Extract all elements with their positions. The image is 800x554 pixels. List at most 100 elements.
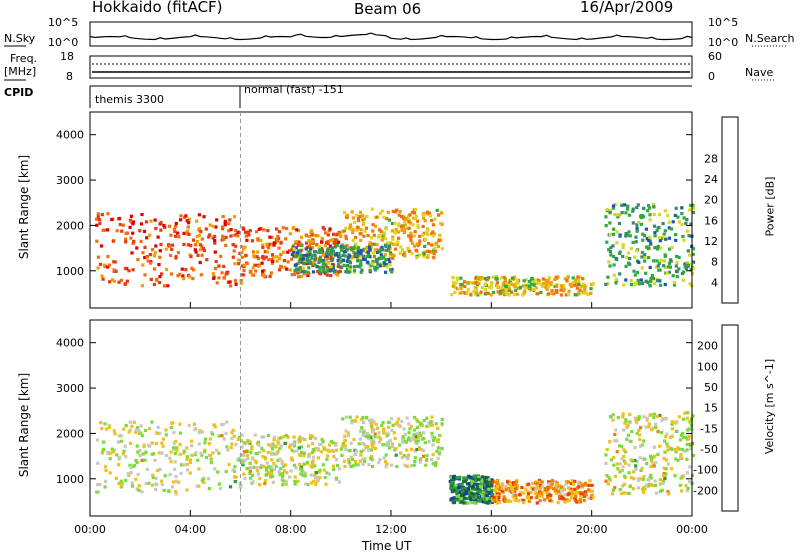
- power-cell: [345, 215, 349, 219]
- power-cell: [474, 292, 478, 296]
- power-cell: [307, 234, 312, 239]
- velocity-cell: [245, 454, 250, 458]
- power-cell: [434, 249, 438, 253]
- velocity-cell: [459, 497, 463, 501]
- power-cell: [296, 243, 300, 247]
- velocity-cell: [649, 476, 653, 480]
- power-colorbar-tick: 4: [711, 276, 718, 289]
- velocity-cell: [485, 482, 489, 486]
- power-cell: [200, 237, 204, 241]
- power-cell: [211, 272, 215, 276]
- power-cell: [506, 293, 511, 297]
- power-cell: [186, 243, 190, 247]
- velocity-cell: [211, 432, 215, 436]
- velocity-cell: [321, 440, 325, 444]
- noise-tick-right-top: 10^5: [708, 16, 739, 29]
- velocity-cell: [132, 464, 137, 468]
- velocity-cell: [621, 465, 625, 469]
- velocity-cell: [298, 467, 303, 471]
- power-cell: [501, 291, 505, 295]
- velocity-cell: [217, 451, 221, 455]
- power-cell: [535, 278, 539, 282]
- velocity-ytick-label: 4000: [56, 337, 84, 350]
- power-cell: [387, 249, 391, 253]
- power-cell: [380, 256, 384, 260]
- power-cell: [252, 254, 256, 258]
- velocity-cell: [384, 460, 388, 464]
- velocity-cell: [658, 489, 662, 493]
- velocity-cell: [293, 482, 297, 486]
- power-cell: [394, 228, 398, 232]
- velocity-cell: [200, 479, 204, 483]
- power-cell: [127, 269, 131, 273]
- velocity-cell: [554, 488, 558, 492]
- power-cell: [130, 251, 134, 255]
- power-cell: [359, 238, 363, 243]
- velocity-cell: [131, 484, 135, 488]
- velocity-cell: [560, 489, 564, 493]
- power-cell: [429, 250, 433, 254]
- velocity-cell: [343, 439, 347, 443]
- power-cell: [131, 222, 135, 226]
- velocity-cell: [101, 440, 106, 444]
- velocity-cell: [663, 439, 667, 443]
- velocity-cell: [546, 496, 550, 500]
- velocity-cell: [642, 439, 646, 443]
- velocity-cell: [609, 458, 613, 462]
- velocity-cell: [689, 419, 693, 423]
- velocity-cell: [631, 487, 635, 491]
- power-cell: [500, 286, 504, 290]
- power-cell: [563, 277, 567, 281]
- velocity-cell: [686, 486, 690, 490]
- velocity-cell: [476, 478, 480, 482]
- velocity-cell: [101, 448, 105, 452]
- velocity-cell: [414, 418, 419, 422]
- power-cell: [606, 282, 610, 286]
- velocity-cell: [680, 475, 684, 479]
- velocity-cell: [154, 487, 158, 492]
- power-cell: [459, 286, 463, 291]
- velocity-cell: [507, 482, 511, 486]
- power-cell: [628, 234, 632, 238]
- velocity-cell: [104, 468, 108, 473]
- velocity-cell: [304, 482, 308, 486]
- power-cell: [527, 284, 531, 288]
- velocity-cell: [193, 453, 197, 457]
- velocity-cell: [128, 420, 132, 424]
- nave-tick-top: 60: [708, 50, 722, 63]
- velocity-cell: [250, 446, 254, 451]
- power-cell: [124, 231, 128, 236]
- velocity-cell: [604, 461, 608, 465]
- velocity-cell: [280, 460, 284, 464]
- velocity-cell: [415, 447, 419, 452]
- cpid-label: CPID: [4, 86, 34, 99]
- velocity-cell: [591, 495, 595, 499]
- velocity-cell: [207, 477, 211, 481]
- velocity-cell: [130, 481, 134, 485]
- velocity-cell: [488, 482, 492, 486]
- power-cell: [165, 267, 169, 272]
- power-cell: [173, 229, 177, 234]
- power-cell: [553, 284, 557, 289]
- velocity-cell: [605, 474, 609, 478]
- velocity-cell: [452, 496, 456, 500]
- power-cell: [624, 264, 628, 268]
- power-cell: [102, 263, 106, 267]
- velocity-cell: [483, 475, 487, 479]
- velocity-cell: [327, 443, 332, 447]
- power-cell: [624, 211, 628, 215]
- power-cell: [294, 246, 298, 250]
- power-cell: [437, 239, 441, 243]
- power-cell: [354, 244, 359, 248]
- velocity-cell: [674, 457, 678, 461]
- velocity-cell: [635, 431, 639, 436]
- velocity-cell: [677, 415, 681, 419]
- power-cell: [195, 240, 199, 244]
- power-cell: [670, 245, 674, 250]
- velocity-cell: [175, 448, 179, 453]
- power-cell: [483, 277, 487, 281]
- power-cell: [106, 212, 110, 216]
- power-cell: [281, 226, 285, 230]
- velocity-cell: [621, 484, 625, 488]
